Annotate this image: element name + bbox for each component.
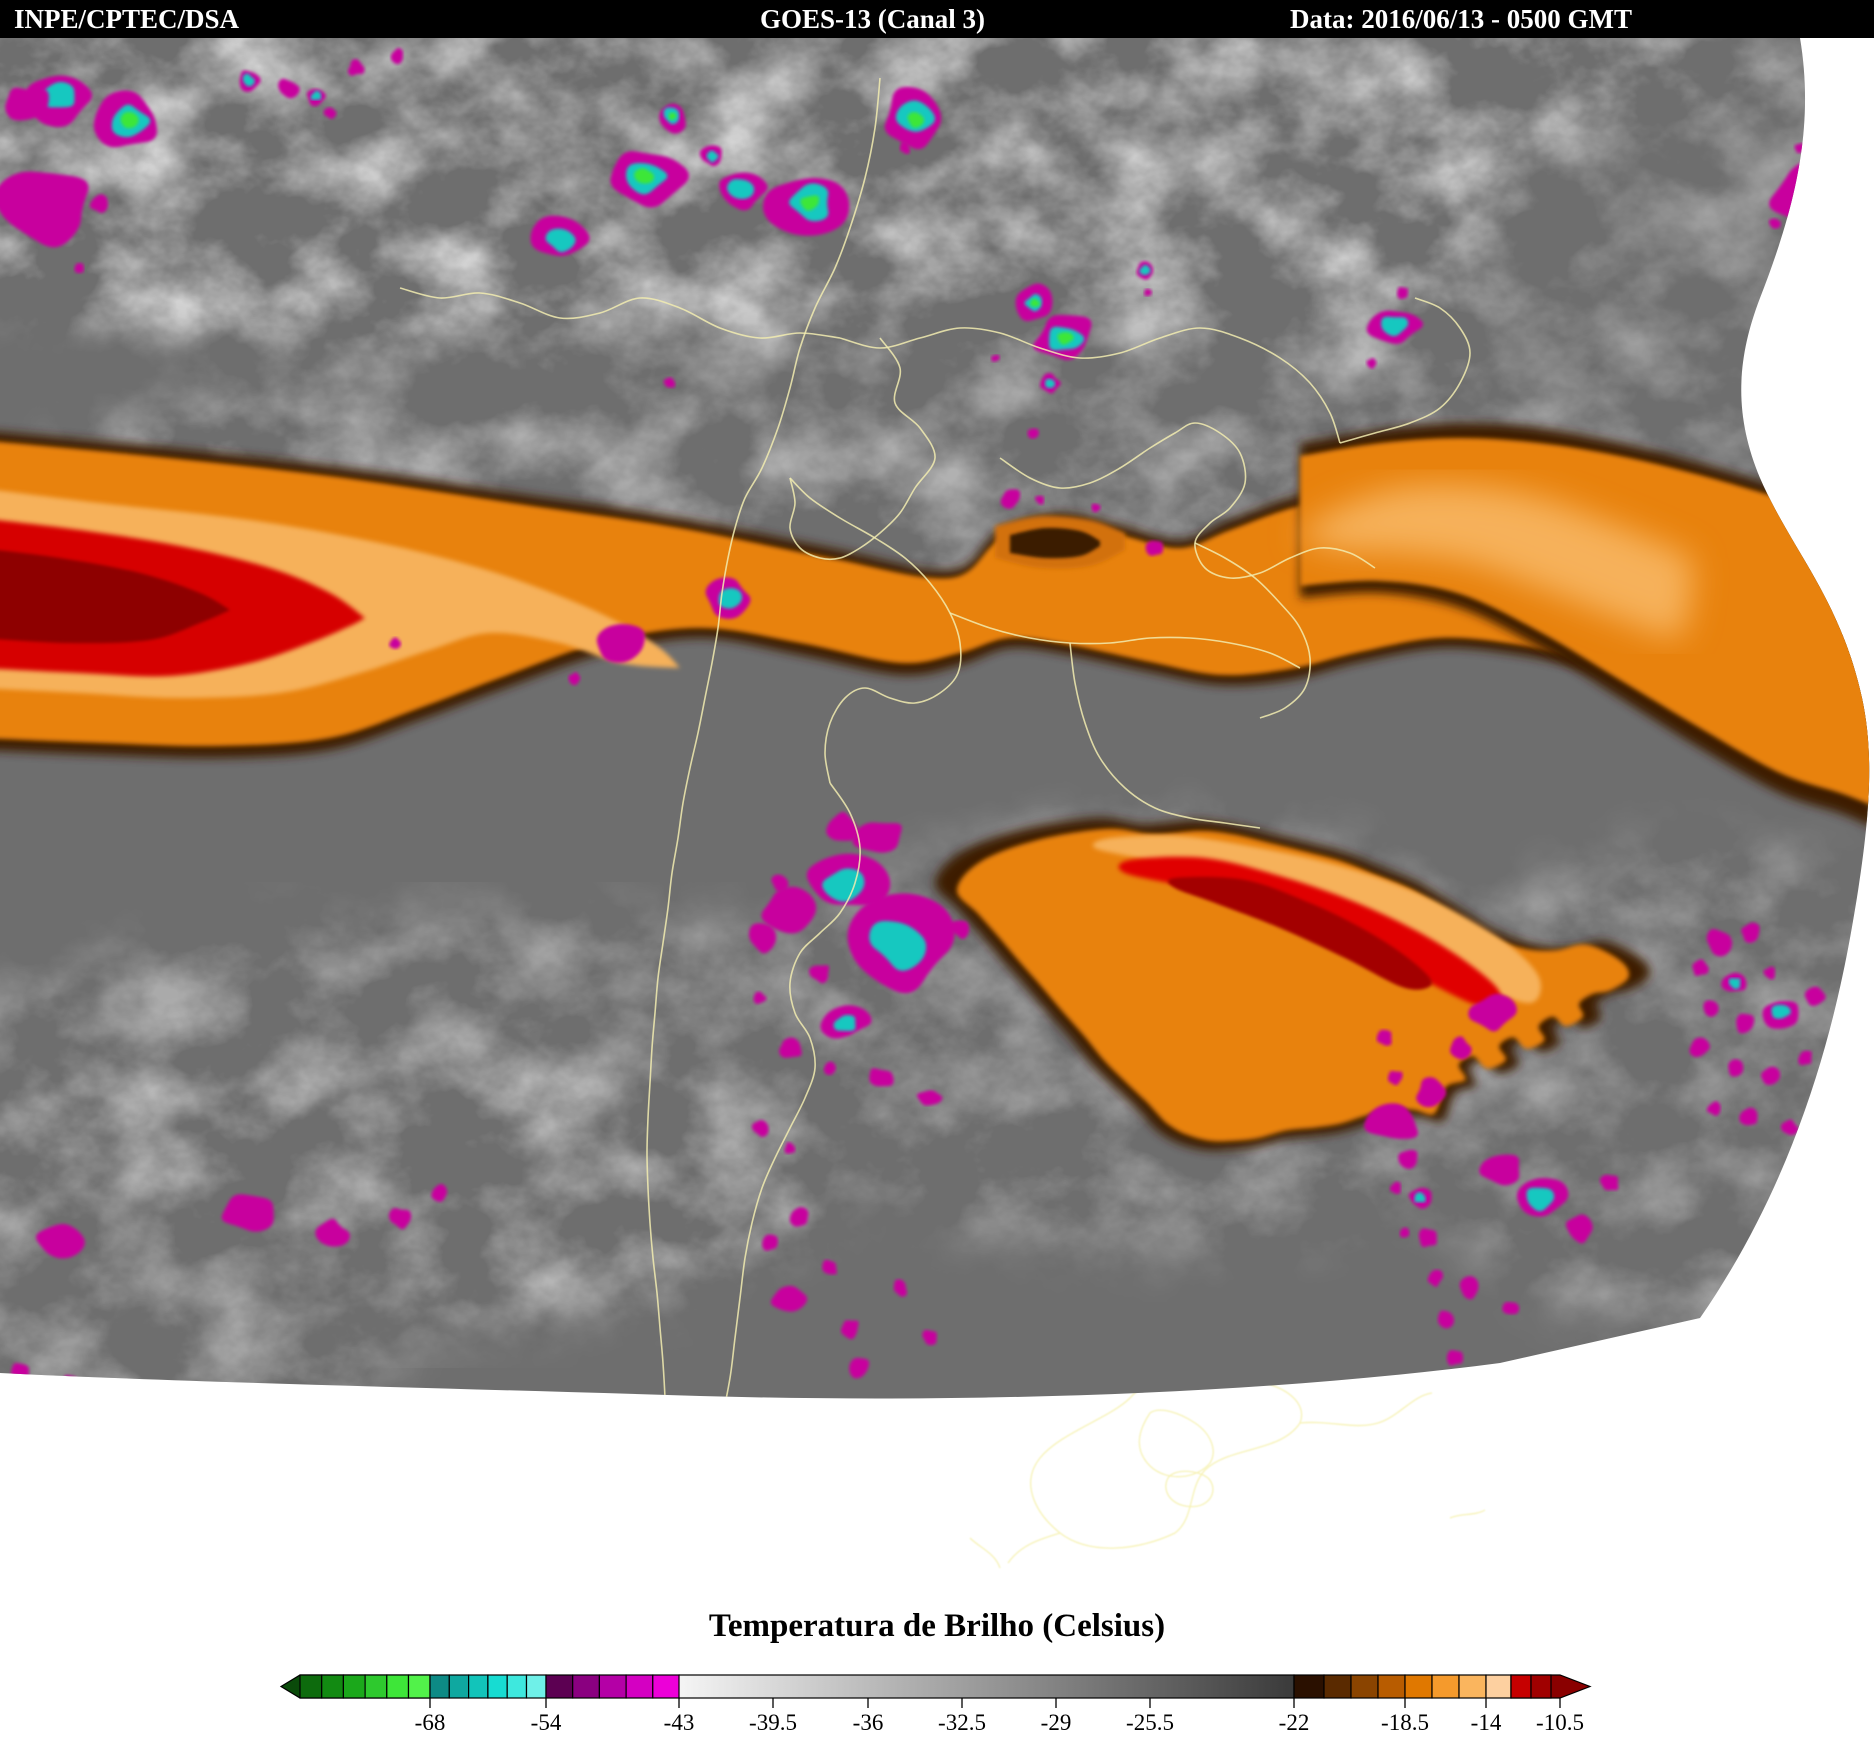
svg-text:-36: -36 <box>853 1710 884 1735</box>
svg-text:-14: -14 <box>1471 1710 1502 1735</box>
svg-text:-54: -54 <box>531 1710 562 1735</box>
svg-text:-25.5: -25.5 <box>1126 1710 1174 1735</box>
svg-text:-68: -68 <box>415 1710 446 1735</box>
svg-text:-29: -29 <box>1041 1710 1072 1735</box>
svg-text:-18.5: -18.5 <box>1381 1710 1429 1735</box>
svg-text:-32.5: -32.5 <box>938 1710 986 1735</box>
svg-text:-22: -22 <box>1279 1710 1310 1735</box>
svg-text:-43: -43 <box>664 1710 695 1735</box>
svg-text:-10.5: -10.5 <box>1536 1710 1584 1735</box>
svg-text:-39.5: -39.5 <box>749 1710 797 1735</box>
